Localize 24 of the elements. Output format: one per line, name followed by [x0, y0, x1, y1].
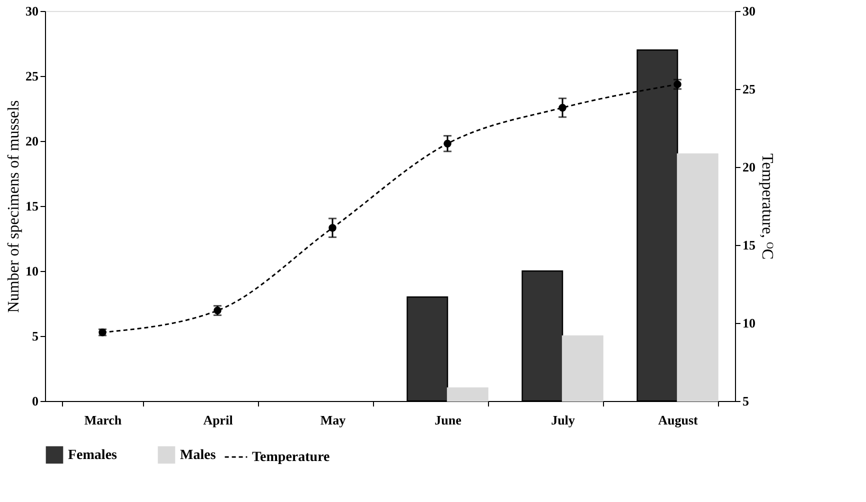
y2-tick-label: 10: [742, 316, 756, 330]
x-tick-label: April: [203, 412, 234, 428]
y-tick-label: 0: [32, 394, 38, 408]
y-tick-label: 30: [26, 4, 38, 18]
legend-label: Females: [68, 448, 118, 463]
y-tick-label: 20: [26, 134, 38, 148]
x-tick-label: March: [84, 412, 122, 428]
y2-tick-label: 20: [742, 160, 756, 174]
y-tick-label: 5: [32, 328, 39, 344]
y2-tick-label: 25: [742, 82, 756, 96]
y-tick-label: 25: [26, 68, 39, 84]
y2-tick-label: 5: [742, 394, 750, 408]
x-tick-label: July: [551, 412, 576, 428]
legend-label: Males: [180, 448, 216, 463]
y-tick-label: 10: [26, 264, 38, 278]
y2-tick-label: 30: [742, 4, 756, 18]
legend-label: Temperature: [252, 450, 330, 465]
y-axis-title: Number of specimens of mussels: [6, 100, 22, 313]
x-tick-label: June: [434, 412, 462, 428]
y2-tick-label: 15: [742, 238, 756, 252]
x-tick-label: May: [320, 412, 346, 428]
y2-axis-title: Temperature, ᴼC: [758, 154, 776, 260]
x-tick-label: August: [658, 412, 699, 428]
y-tick-label: 15: [26, 198, 39, 214]
